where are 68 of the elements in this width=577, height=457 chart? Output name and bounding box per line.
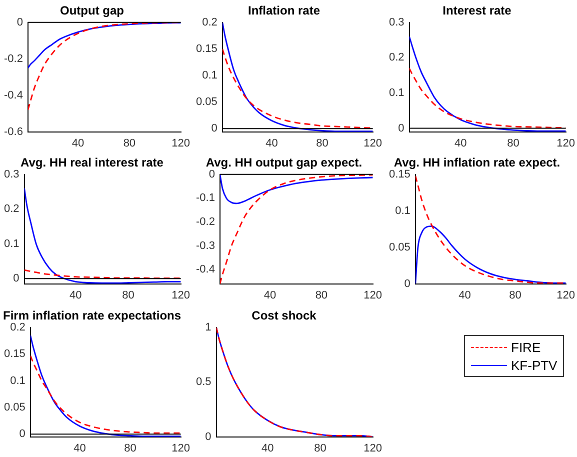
x-tick-label: 40 — [266, 137, 278, 150]
y-tick-label: 0.2 — [202, 16, 218, 28]
x-tick-label: 80 — [123, 137, 136, 150]
chart-title: Firm inflation rate expectations — [2, 308, 182, 323]
x-tick-label: 120 — [172, 442, 190, 454]
y-tick-label: -0.3 — [196, 240, 215, 252]
y-tick-label: 0.1 — [4, 238, 20, 250]
x-tick-label: 120 — [364, 137, 382, 150]
chart-title: Avg. HH output gap expect. — [206, 156, 362, 170]
y-tick-label: 0.05 — [196, 96, 218, 108]
x-tick-label: 40 — [264, 289, 276, 302]
chart-title: Inflation rate — [248, 4, 320, 18]
y-tick-label: 0.15 — [196, 42, 218, 55]
y-tick-label: 0 — [208, 168, 215, 180]
chart-title: Avg. HH real interest rate — [20, 156, 164, 170]
y-tick-label: -0.4 — [196, 264, 215, 276]
y-tick-label: 0.15 — [4, 348, 26, 360]
y-tick-label: 0.05 — [4, 401, 26, 414]
y-tick-label: -0.4 — [4, 89, 23, 102]
y-tick-label: 0.5 — [196, 376, 212, 388]
x-tick-label: 40 — [69, 289, 82, 302]
chart-title: Interest rate — [442, 4, 512, 18]
x-tick-label: 80 — [509, 289, 522, 302]
y-tick-label: 0.1 — [10, 374, 26, 387]
y-tick-label: 0 — [205, 430, 212, 443]
x-tick-label: 40 — [72, 137, 84, 150]
x-tick-label: 120 — [364, 442, 382, 454]
x-tick-label: 80 — [314, 442, 326, 454]
y-tick-label: 0 — [398, 122, 404, 134]
y-tick-label: 0.05 — [388, 241, 410, 254]
y-tick-label: 0 — [13, 272, 20, 285]
x-tick-label: 80 — [507, 137, 520, 150]
y-tick-label: 0.2 — [4, 203, 20, 216]
x-tick-label: 120 — [556, 289, 576, 302]
chart-title: Output gap — [60, 4, 124, 18]
y-tick-label: 0.1 — [388, 87, 404, 100]
x-tick-label: 40 — [261, 442, 274, 454]
y-tick-label: 0 — [211, 122, 218, 135]
y-tick-label: 0.2 — [388, 52, 404, 64]
x-tick-label: 120 — [364, 289, 382, 302]
x-tick-label: 40 — [74, 442, 86, 454]
y-tick-label: 0.1 — [395, 204, 410, 217]
chart-title: Avg. HH inflation rate expect. — [394, 156, 560, 170]
chart-title: Cost shock — [252, 308, 317, 323]
y-tick-label: 0 — [404, 278, 410, 290]
legend-label: FIRE — [511, 340, 541, 354]
x-tick-label: 80 — [124, 442, 136, 454]
y-tick-label: 0.1 — [202, 70, 218, 82]
x-tick-label: 40 — [454, 137, 467, 150]
legend-label: KF-PTV — [511, 358, 558, 372]
y-tick-label: 0 — [19, 428, 26, 440]
y-tick-label: 0.2 — [10, 321, 26, 334]
y-tick-label: 1 — [205, 321, 212, 334]
y-tick-label: 0.3 — [4, 168, 20, 180]
x-tick-label: 120 — [172, 289, 190, 302]
y-tick-label: -0.2 — [196, 216, 215, 228]
x-tick-label: 80 — [122, 289, 134, 302]
x-tick-label: 40 — [458, 289, 471, 302]
x-tick-label: 80 — [315, 289, 328, 302]
x-tick-label: 120 — [172, 137, 190, 150]
x-tick-label: 120 — [556, 137, 576, 150]
y-tick-label: -0.6 — [4, 126, 23, 138]
x-tick-label: 80 — [316, 137, 328, 150]
y-tick-label: -0.1 — [196, 192, 215, 204]
y-tick-label: 0.3 — [388, 16, 404, 28]
y-tick-label: -0.2 — [4, 52, 23, 65]
y-tick-label: 0 — [16, 16, 23, 28]
y-tick-label: 0.15 — [388, 168, 410, 180]
